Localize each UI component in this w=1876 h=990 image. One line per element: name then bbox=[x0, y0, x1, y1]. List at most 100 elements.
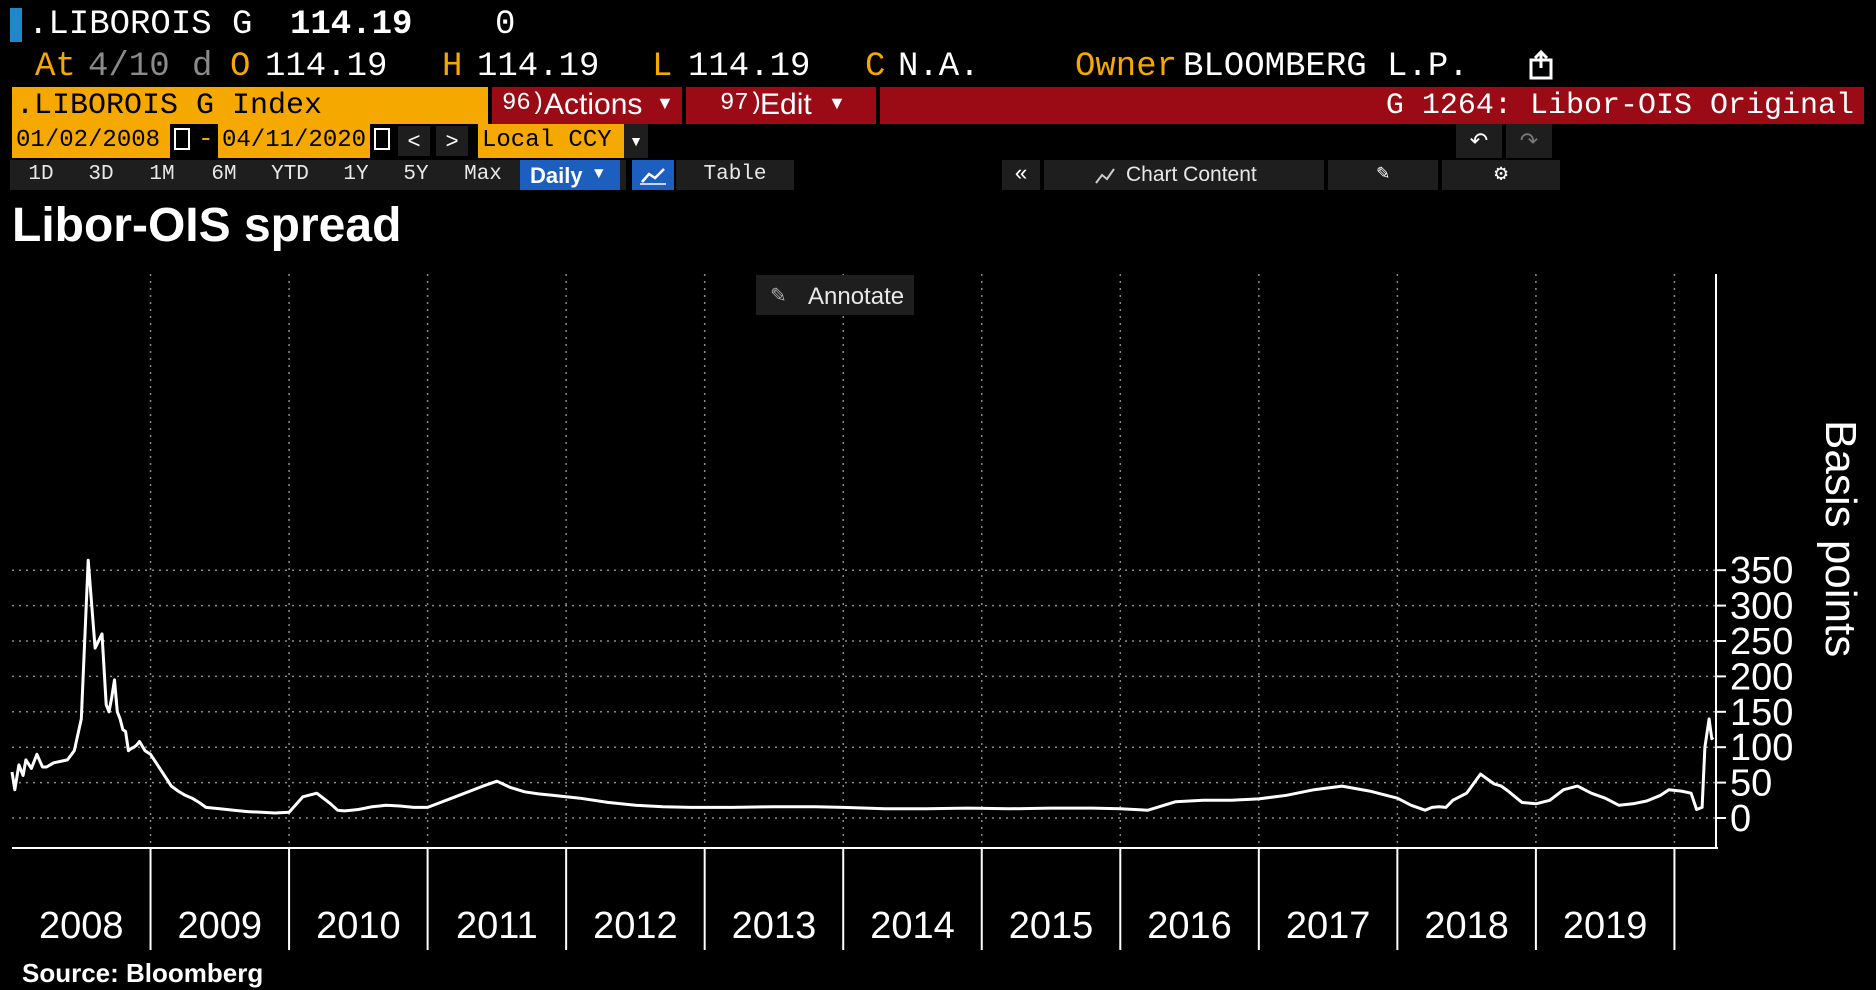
y-tick-label: 100 bbox=[1730, 727, 1793, 769]
period-1y[interactable]: 1Y bbox=[343, 163, 369, 186]
x-tick-label: 2019 bbox=[1563, 905, 1648, 947]
close-label: C bbox=[865, 48, 886, 86]
annotate-button[interactable]: ✎ Annotate bbox=[756, 275, 914, 315]
collapse-panel-button[interactable]: « bbox=[1002, 160, 1040, 190]
actions-label: Actions bbox=[544, 88, 643, 121]
table-label: Table bbox=[703, 163, 767, 186]
x-tick-label: 2014 bbox=[870, 905, 955, 947]
open-value: 114.19 bbox=[265, 48, 388, 86]
x-tick-label: 2015 bbox=[1009, 905, 1094, 947]
edit-caret-icon: ▼ bbox=[828, 93, 846, 113]
owner-label: Owner bbox=[1075, 48, 1178, 86]
change: 0 bbox=[495, 6, 516, 44]
source-note: Source: Bloomberg bbox=[22, 958, 264, 988]
chart-title: Libor-OIS spread bbox=[12, 199, 402, 252]
edit-number: 97) bbox=[720, 90, 764, 117]
calendar-icon[interactable] bbox=[374, 128, 390, 150]
frequency-select[interactable]: Daily ▼ bbox=[520, 160, 620, 190]
edit-label: Edit bbox=[760, 88, 812, 121]
undo-icon[interactable]: ↶ bbox=[1456, 124, 1502, 158]
low-value: 114.19 bbox=[688, 48, 811, 86]
y-tick-label: 300 bbox=[1730, 586, 1793, 628]
table-view-button[interactable]: Table bbox=[676, 160, 794, 190]
ohlc-line: At 4/10 d O 114.19 H 114.19 L 114.19 C N… bbox=[0, 46, 1876, 86]
page-title: G 1264: Libor-OIS Original bbox=[1385, 89, 1854, 123]
period-bar: 1D 3D 1M 6M YTD 1Y 5Y Max Daily ▼ Table … bbox=[0, 160, 1876, 190]
ticker[interactable]: .LIBOROIS G bbox=[28, 6, 253, 44]
y-tick-label: 0 bbox=[1730, 798, 1751, 840]
x-tick-label: 2010 bbox=[316, 905, 401, 947]
owner-value: BLOOMBERG L.P. bbox=[1183, 48, 1469, 86]
y-tick-label: 200 bbox=[1730, 656, 1793, 698]
gear-icon: ⚙ bbox=[1494, 162, 1508, 187]
x-tick-label: 2013 bbox=[732, 905, 817, 947]
period-3d[interactable]: 3D bbox=[88, 163, 114, 186]
period-6m[interactable]: 6M bbox=[211, 163, 237, 186]
prev-period-button[interactable]: < bbox=[398, 126, 430, 156]
series-line bbox=[10, 558, 1715, 815]
period-1d[interactable]: 1D bbox=[28, 163, 54, 186]
start-date: 01/02/2008 bbox=[16, 127, 161, 154]
d-label: d bbox=[192, 48, 213, 86]
end-date-field[interactable]: 04/11/2020 bbox=[218, 124, 370, 158]
settings-button[interactable]: ⚙ bbox=[1442, 160, 1560, 190]
actions-number: 96) bbox=[502, 90, 546, 117]
y-tick-label: 50 bbox=[1730, 763, 1772, 805]
redo-icon[interactable]: ↷ bbox=[1506, 124, 1552, 158]
edit-chart-button[interactable]: ✎ bbox=[1328, 160, 1438, 190]
low-label: L bbox=[652, 48, 673, 86]
actions-caret-icon: ▼ bbox=[656, 93, 674, 113]
high-value: 114.19 bbox=[477, 48, 600, 86]
currency-select[interactable]: Local CCY bbox=[478, 124, 624, 158]
double-chevron-left-icon: « bbox=[1014, 162, 1028, 187]
x-tick-label: 2018 bbox=[1424, 905, 1509, 947]
next-period-button[interactable]: > bbox=[436, 126, 468, 156]
period-max[interactable]: Max bbox=[464, 163, 502, 186]
period-5y[interactable]: 5Y bbox=[403, 163, 429, 186]
line-chart-icon bbox=[640, 168, 666, 185]
chart-content-icon bbox=[1095, 168, 1115, 184]
export-icon[interactable] bbox=[1528, 50, 1554, 80]
open-label: O bbox=[230, 48, 251, 86]
chevron-right-icon: > bbox=[445, 128, 459, 153]
end-date: 04/11/2020 bbox=[222, 127, 367, 154]
ticker-marker bbox=[10, 8, 22, 42]
line-chart-view-button[interactable] bbox=[632, 160, 674, 190]
currency-label: Local CCY bbox=[482, 127, 612, 154]
period-ytd[interactable]: YTD bbox=[271, 163, 309, 186]
x-tick-label: 2017 bbox=[1286, 905, 1371, 947]
date-separator: - bbox=[198, 124, 214, 154]
quote-date: 4/10 bbox=[88, 48, 170, 86]
chart-content-label: Chart Content bbox=[1126, 163, 1257, 186]
actions-menu[interactable]: 96) Actions ▼ bbox=[492, 87, 682, 124]
close-value: N.A. bbox=[898, 48, 980, 86]
last-price: 114.19 bbox=[290, 6, 413, 44]
at-label: At bbox=[35, 48, 76, 86]
y-tick-label: 150 bbox=[1730, 692, 1793, 734]
x-tick-label: 2008 bbox=[39, 905, 124, 947]
x-tick-label: 2009 bbox=[178, 905, 263, 947]
annotate-pencil-icon: ✎ bbox=[770, 285, 787, 307]
x-tick-label: 2016 bbox=[1147, 905, 1232, 947]
currency-caret-icon[interactable]: ▼ bbox=[624, 124, 648, 158]
pencil-icon: ✎ bbox=[1376, 163, 1390, 186]
quote-line: .LIBOROIS G 114.19 0 bbox=[0, 4, 1876, 48]
chart-content-button[interactable]: Chart Content bbox=[1044, 160, 1324, 190]
frequency-label: Daily bbox=[530, 163, 583, 188]
annotate-label: Annotate bbox=[808, 283, 905, 310]
y-axis-label: Basis points bbox=[1816, 420, 1865, 657]
edit-menu[interactable]: 97) Edit ▼ bbox=[686, 87, 876, 124]
y-tick-label: 350 bbox=[1730, 550, 1793, 592]
calendar-icon[interactable] bbox=[174, 128, 190, 150]
security-label: .LIBOROIS G Index bbox=[16, 89, 323, 123]
high-label: H bbox=[442, 48, 463, 86]
start-date-field[interactable]: 01/02/2008 bbox=[12, 124, 170, 158]
chevron-left-icon: < bbox=[407, 128, 421, 153]
security-field[interactable]: .LIBOROIS G Index bbox=[12, 87, 488, 124]
y-tick-label: 250 bbox=[1730, 621, 1793, 663]
x-tick-label: 2012 bbox=[593, 905, 678, 947]
frequency-caret-icon: ▼ bbox=[594, 165, 604, 183]
period-1m[interactable]: 1M bbox=[149, 163, 175, 186]
page-title-bar: G 1264: Libor-OIS Original bbox=[880, 87, 1864, 124]
